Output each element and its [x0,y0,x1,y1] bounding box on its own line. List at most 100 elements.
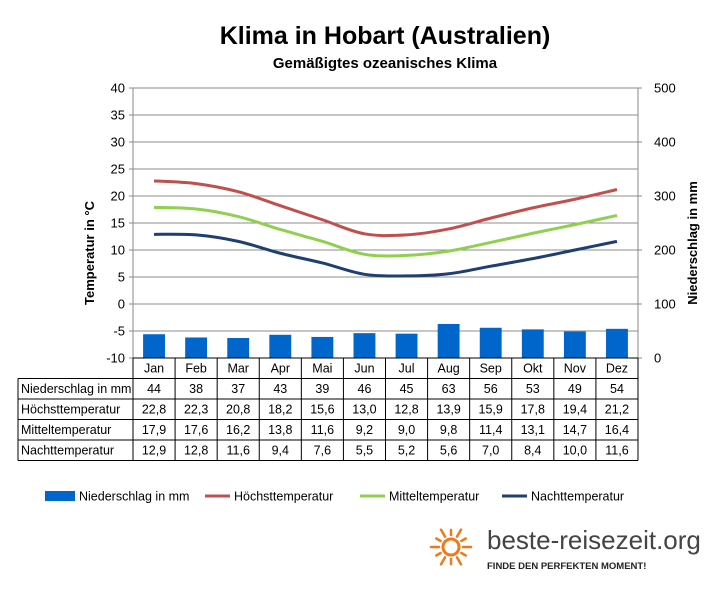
table-cell: 38 [189,382,203,396]
sun-ray [435,537,442,543]
table-cell: 44 [147,382,161,396]
left-tick-label: 40 [111,81,125,96]
left-tick-label: 0 [118,297,125,312]
right-tick-label: 400 [654,135,676,150]
legend: Niederschlag in mm Höchsttemperatur Mittel… [45,490,624,504]
table-cell: 45 [400,382,414,396]
bar-aug [437,323,460,358]
line-mitteltemperatur [153,205,618,258]
bar-nov [563,331,586,358]
category-label-jun: Jun [354,362,374,376]
table-cell: 12,8 [394,403,418,417]
table-cell: 8,4 [524,444,541,458]
table-cell: 18,2 [268,403,292,417]
table-cell: 19,4 [563,403,587,417]
right-axis-title: Niederschlag in mm [685,181,700,305]
brand-name: beste-reisezeit.org [487,525,701,555]
category-label-jan: Jan [144,362,164,376]
line-nachttemperatur [154,232,618,278]
legend-label: Nachttemperatur [531,490,624,504]
left-axis-title: Temperatur in °C [82,200,97,305]
table-cell: 16,2 [226,423,250,437]
table-cell: 53 [526,382,540,396]
table-cell: 17,8 [521,403,545,417]
left-tick-label: 30 [111,135,125,150]
table-cell: 21,2 [605,403,629,417]
table-cell: 43 [273,382,287,396]
table-cell: 56 [484,382,498,396]
table-cell: 5,2 [398,444,415,458]
table-cell: 12,8 [184,444,208,458]
left-tick-label: 20 [111,189,125,204]
table-cell: 17,9 [142,423,166,437]
legend-label: Niederschlag in mm [79,490,189,504]
bar-sep [479,327,502,358]
table-cell: 5,6 [440,444,457,458]
legend-label: Mitteltemperatur [389,490,479,504]
right-axis-ticks: 500 400 300 200 100 0 [638,81,676,366]
table-cell: 14,7 [563,423,587,437]
data-table: Jan Feb Mar Apr Mai Jun Jul Aug Sep Okt Nov Dez Nied… [17,357,639,461]
sun-icon [429,528,473,566]
table-cell: 11,4 [479,423,502,437]
bar-feb [185,337,208,358]
table-cell: 54 [610,382,624,396]
category-label-okt: Okt [523,362,543,376]
legend-swatch-bar [45,491,75,501]
table-cell: 46 [358,382,372,396]
bar-okt [521,329,544,358]
table-cell: 17,6 [184,423,208,437]
bar-apr [269,334,292,358]
brand-logo: beste-reisezeit.org FINDE DEN PERFEKTEN … [429,525,701,572]
table-cell: 7,6 [314,444,331,458]
legend-label: Höchsttemperatur [234,490,333,504]
line-höchsttemperatur [153,179,618,238]
right-tick-label: 100 [654,297,676,312]
table-cell: 9,4 [272,444,289,458]
table-cell: 5,5 [356,444,373,458]
sun-ray [455,528,463,538]
left-tick-label: 35 [111,108,125,123]
table-cell: 22,3 [184,403,208,417]
table-cell: 13,0 [352,403,376,417]
bar-mar [227,338,250,358]
table-cell: 9,0 [398,423,415,437]
category-label-mar: Mar [227,362,249,376]
left-tick-label: -5 [113,324,125,339]
row-header: Mitteltemperatur [21,423,111,437]
table-cell: 15,9 [479,403,503,417]
bar-jul [395,333,418,358]
table-cell: 13,9 [436,403,460,417]
right-tick-label: 300 [654,189,676,204]
sun-ray [460,537,467,543]
category-label-feb: Feb [185,362,207,376]
brand-tagline: FINDE DEN PERFEKTEN MOMENT! [487,561,646,572]
table-cell: 13,8 [268,423,292,437]
table-cell: 37 [231,382,245,396]
sun-ray [455,556,463,566]
table-cell: 39 [315,382,329,396]
category-label-sep: Sep [480,362,502,376]
row-header: Nachttemperatur [21,444,114,458]
bar-mai [311,336,334,358]
table-cell: 20,8 [226,403,250,417]
category-label-mai: Mai [312,362,332,376]
right-tick-label: 200 [654,243,676,258]
table-cell: 10,0 [563,444,587,458]
right-tick-label: 500 [654,81,676,96]
category-label-apr: Apr [271,362,290,376]
left-tick-label: -10 [106,351,125,366]
row-header: Höchsttemperatur [21,403,120,417]
table-cell: 49 [568,382,582,396]
table-cell: 22,8 [142,403,166,417]
bar-dez [606,328,628,358]
left-axis-ticks: 40 35 30 25 20 15 10 5 0 -5 -10 [106,81,133,366]
category-label-jul: Jul [399,362,415,376]
chart-subtitle: Gemäßigtes ozeanisches Klima [273,55,498,72]
table-cell: 13,1 [521,423,545,437]
category-label-nov: Nov [564,362,587,376]
right-tick-label: 0 [654,351,661,366]
left-tick-label: 15 [111,216,125,231]
sun-core [441,537,461,557]
